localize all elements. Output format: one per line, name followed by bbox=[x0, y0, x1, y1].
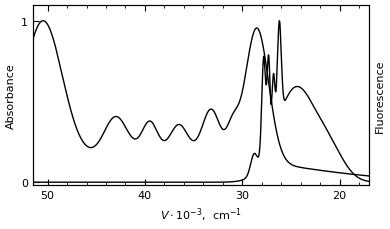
Y-axis label: Absorbance: Absorbance bbox=[5, 63, 16, 128]
Y-axis label: Fluorescence: Fluorescence bbox=[374, 59, 385, 132]
X-axis label: $V\cdot10^{-3}$,  cm$^{-1}$: $V\cdot10^{-3}$, cm$^{-1}$ bbox=[160, 206, 242, 224]
